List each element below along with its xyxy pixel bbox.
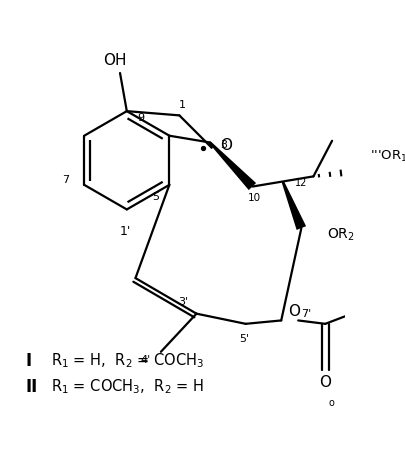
Text: I: I [25,352,31,370]
Text: 12: 12 [295,178,307,188]
Text: R$_1$ = COCH$_3$,  R$_2$ = H: R$_1$ = COCH$_3$, R$_2$ = H [50,377,203,396]
Text: O: O [287,304,299,319]
Text: 9: 9 [136,113,143,123]
Text: 7': 7' [301,308,311,319]
Text: 4': 4' [140,355,150,365]
Text: 5': 5' [238,334,248,344]
Text: OH: OH [103,53,126,68]
Text: R$_1$ = H,  R$_2$ = COCH$_3$: R$_1$ = H, R$_2$ = COCH$_3$ [50,352,203,371]
Text: 7: 7 [62,175,69,185]
Polygon shape [281,181,305,230]
Text: O: O [318,375,330,390]
Text: o: o [328,399,334,409]
Text: 5: 5 [152,192,159,202]
Text: 3: 3 [220,140,226,150]
Text: OR$_2$: OR$_2$ [326,227,354,243]
Text: II: II [25,377,37,396]
Text: 3': 3' [177,297,188,307]
Text: 1: 1 [179,100,186,110]
Polygon shape [209,142,256,190]
Text: O: O [220,138,231,153]
Text: '''OR$_1$: '''OR$_1$ [369,149,405,164]
Text: 10: 10 [247,193,260,203]
Text: 1': 1' [119,225,131,238]
